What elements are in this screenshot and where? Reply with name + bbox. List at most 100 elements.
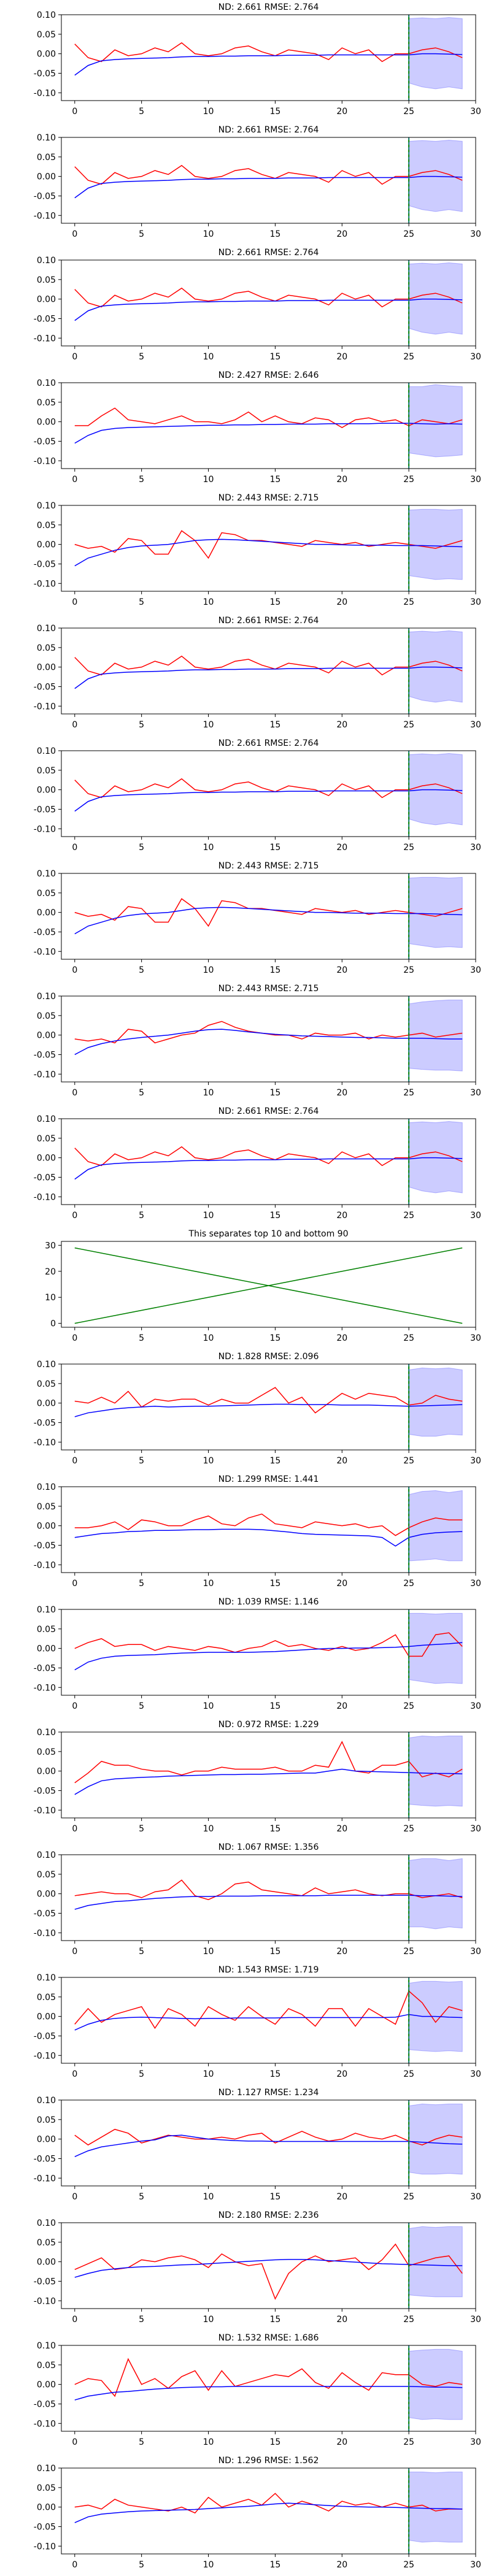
confidence-band [408, 2348, 463, 2420]
y-tick-label: 0.00 [37, 663, 56, 673]
x-tick-label: 25 [403, 1824, 414, 1834]
y-tick-label: -0.05 [34, 927, 56, 937]
x-tick-label: 15 [269, 720, 280, 730]
x-tick-label: 25 [403, 2315, 414, 2325]
y-tick-label: 0.05 [37, 275, 56, 285]
chart-title: ND: 2.661 RMSE: 2.764 [218, 248, 319, 258]
plot-frame [61, 14, 476, 101]
x-tick-label: 5 [139, 597, 144, 607]
x-tick-label: 10 [203, 229, 214, 239]
x-tick-label: 30 [470, 2437, 481, 2447]
x-tick-label: 5 [139, 2315, 144, 2325]
plot-area [61, 15, 476, 101]
x-tick-label: 30 [470, 2560, 481, 2570]
chart-panel-1: ND: 2.661 RMSE: 2.764 0 5 10 15 20 25 30 0.10 0.0… [34, 125, 481, 239]
y-tick-label: -0.10 [34, 2419, 56, 2429]
y-tick-label: -0.10 [34, 2296, 56, 2306]
prediction-line [74, 298, 463, 321]
y-tick-label: 0.10 [37, 1850, 56, 1860]
target-line [74, 407, 463, 429]
x-tick-label: 5 [139, 843, 144, 853]
y-tick-label: 0.05 [37, 2483, 56, 2493]
x-tick-label: 20 [336, 2315, 347, 2325]
y-tick-label: 0.00 [37, 1399, 56, 1409]
y-tick-label: 0.00 [37, 1522, 56, 1531]
x-tick-label: 5 [139, 352, 144, 362]
x-tick-label: 10 [203, 2560, 214, 2570]
chart-panel-9: ND: 2.661 RMSE: 2.764 0 5 10 15 20 25 30 0.10 0.0… [34, 1106, 481, 1221]
y-tick-label: -0.10 [34, 1192, 56, 1202]
y-tick-label: 0.10 [37, 133, 56, 143]
plot-frame [61, 1241, 476, 1328]
x-tick-label: 5 [139, 229, 144, 239]
x-tick-label: 10 [203, 107, 214, 117]
x-tick-label: 30 [470, 1947, 481, 1957]
target-line [74, 778, 463, 799]
x-tick-label: 20 [336, 2437, 347, 2447]
prediction-line [74, 2386, 463, 2401]
plot-data [74, 262, 463, 335]
x-tick-label: 5 [139, 2560, 144, 2570]
x-tick-label: 0 [72, 1333, 77, 1343]
x-tick-label: 15 [269, 1701, 280, 1711]
y-tick-label: 0.10 [37, 1114, 56, 1124]
x-tick-label: 0 [72, 2315, 77, 2325]
chart-title: ND: 0.972 RMSE: 1.229 [218, 1720, 319, 1730]
plot-data [74, 630, 463, 703]
y-tick-label: -0.10 [34, 1806, 56, 1815]
confidence-band [408, 262, 463, 335]
plot-area [61, 1119, 476, 1205]
x-tick-label: 25 [403, 475, 414, 485]
plot-frame [61, 259, 476, 347]
y-tick-label: -0.05 [34, 805, 56, 815]
x-tick-label: 0 [72, 1701, 77, 1711]
x-tick-label: 25 [403, 2437, 414, 2447]
x-tick-label: 10 [203, 1824, 214, 1834]
x-tick-label: 5 [139, 965, 144, 975]
x-tick-label: 10 [203, 597, 214, 607]
y-tick-label: -0.05 [34, 1173, 56, 1183]
target-line [74, 1632, 463, 1657]
prediction-line [74, 2502, 463, 2523]
plot-frame [61, 2222, 476, 2309]
chart-panel-7: ND: 2.443 RMSE: 2.715 0 5 10 15 20 25 30 0.10 0.0… [34, 861, 481, 975]
chart-panel-17: ND: 1.127 RMSE: 1.234 0 5 10 15 20 25 30 0.10 0.0… [34, 2088, 481, 2202]
y-tick-label: 0.00 [37, 172, 56, 182]
x-tick-label: 25 [403, 2069, 414, 2079]
x-tick-label: 5 [139, 1701, 144, 1711]
chart-panel-18: ND: 2.180 RMSE: 2.236 0 5 10 15 20 25 30 0.10 0.0… [34, 2210, 481, 2325]
prediction-line [74, 1768, 463, 1795]
y-tick-label: -0.05 [34, 559, 56, 569]
y-tick-label: 0.00 [37, 418, 56, 427]
x-tick-label: 10 [203, 2192, 214, 2202]
x-tick-label: 30 [470, 597, 481, 607]
x-tick-label: 25 [403, 2560, 414, 2570]
confidence-band [408, 1612, 463, 1684]
x-tick-label: 10 [203, 1456, 214, 1466]
chart-title: ND: 1.067 RMSE: 1.356 [218, 1842, 319, 1852]
y-tick-label: 0.10 [37, 501, 56, 511]
x-tick-label: 30 [470, 229, 481, 239]
x-tick-label: 15 [269, 475, 280, 485]
plot-data [74, 1490, 463, 1562]
prediction-line [74, 2259, 463, 2278]
x-tick-label: 15 [269, 2560, 280, 2570]
x-tick-label: 25 [403, 1333, 414, 1343]
x-tick-label: 10 [203, 965, 214, 975]
y-tick-label: 0.05 [37, 1134, 56, 1144]
x-tick-label: 30 [470, 2192, 481, 2202]
x-tick-label: 25 [403, 352, 414, 362]
y-tick-label: 0.10 [37, 10, 56, 20]
x-tick-label: 0 [72, 1456, 77, 1466]
plot-data [74, 17, 463, 90]
plot-data [74, 1735, 463, 1807]
plot-frame [61, 1977, 476, 2064]
prediction-line [74, 1895, 463, 1910]
x-tick-label: 5 [139, 1456, 144, 1466]
x-tick-label: 30 [470, 1701, 481, 1711]
x-tick-label: 0 [72, 965, 77, 975]
x-tick-label: 20 [336, 1333, 347, 1343]
confidence-band [408, 139, 463, 212]
x-tick-label: 20 [336, 107, 347, 117]
plot-area [61, 1364, 476, 1450]
